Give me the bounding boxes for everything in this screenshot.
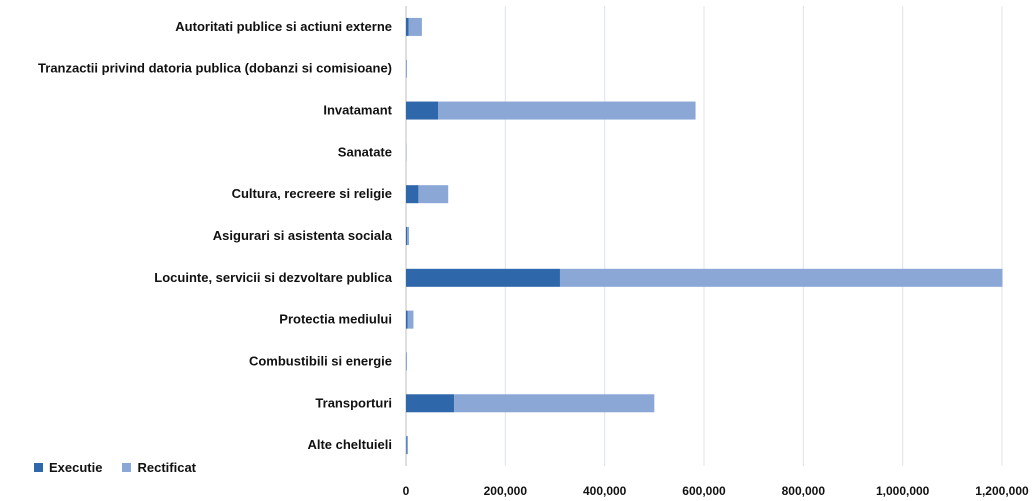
bar-rectificat-4	[418, 185, 449, 204]
x-tick-label: 0	[403, 484, 410, 498]
category-label: Tranzactii privind datoria publica (doba…	[38, 61, 392, 76]
bar-rectificat-0	[408, 17, 422, 36]
bar-executie-6	[406, 268, 560, 287]
x-tick-label: 200,000	[484, 484, 528, 498]
category-label: Autoritati publice si actiuni externe	[175, 19, 392, 34]
bar-executie-4	[406, 185, 419, 204]
legend: Executie Rectificat	[34, 460, 216, 475]
bar-executie-7	[406, 310, 408, 329]
category-label: Transporturi	[315, 395, 392, 410]
category-label: Asigurari si asistenta sociala	[213, 228, 393, 243]
category-label: Alte cheltuieli	[307, 437, 392, 452]
bar-executie-2	[406, 101, 439, 120]
x-tick-label: 800,000	[782, 484, 826, 498]
legend-label-executie: Executie	[49, 460, 103, 475]
category-labels: Autoritati publice si actiuni externe Tra…	[38, 19, 393, 452]
bar-rectificat-6	[559, 268, 1003, 287]
category-label: Cultura, recreere si religie	[232, 186, 392, 201]
x-tick-label: 400,000	[583, 484, 627, 498]
bar-executie-5	[406, 227, 407, 245]
bar-executie-9	[406, 394, 455, 413]
legend-swatch-executie	[34, 463, 43, 472]
legend-item-executie: Executie	[34, 460, 102, 475]
bar-executie-0	[406, 17, 409, 36]
x-tick-label: 1,200,000	[975, 484, 1029, 498]
category-label: Combustibili si energie	[249, 353, 392, 368]
bar-rectificat-8	[406, 352, 407, 371]
category-label: Sanatate	[338, 144, 392, 159]
bar-rectificat-2	[438, 101, 696, 120]
gridlines	[405, 6, 1003, 466]
bar-rectificat-9	[454, 394, 655, 413]
legend-swatch-rectificat	[122, 463, 132, 472]
legend-label-rectificat: Rectificat	[137, 460, 197, 475]
legend-item-rectificat: Rectificat	[122, 460, 196, 475]
category-label: Invatamant	[323, 103, 392, 118]
x-tick-label: 600,000	[682, 484, 726, 498]
bars	[406, 17, 1003, 455]
bar-rectificat-7	[407, 310, 414, 329]
category-label: Protectia mediului	[279, 312, 392, 327]
x-tick-labels: 0 200,000 400,000 600,000 800,000 1,000,000 1,…	[403, 484, 1029, 498]
x-tick-label: 1,000,000	[876, 484, 930, 498]
bar-rectificat-10	[406, 436, 408, 455]
bar-rectificat-5	[406, 227, 409, 245]
bar-rectificat-1	[406, 59, 407, 78]
category-label: Locuinte, servicii si dezvoltare publica	[154, 270, 392, 285]
